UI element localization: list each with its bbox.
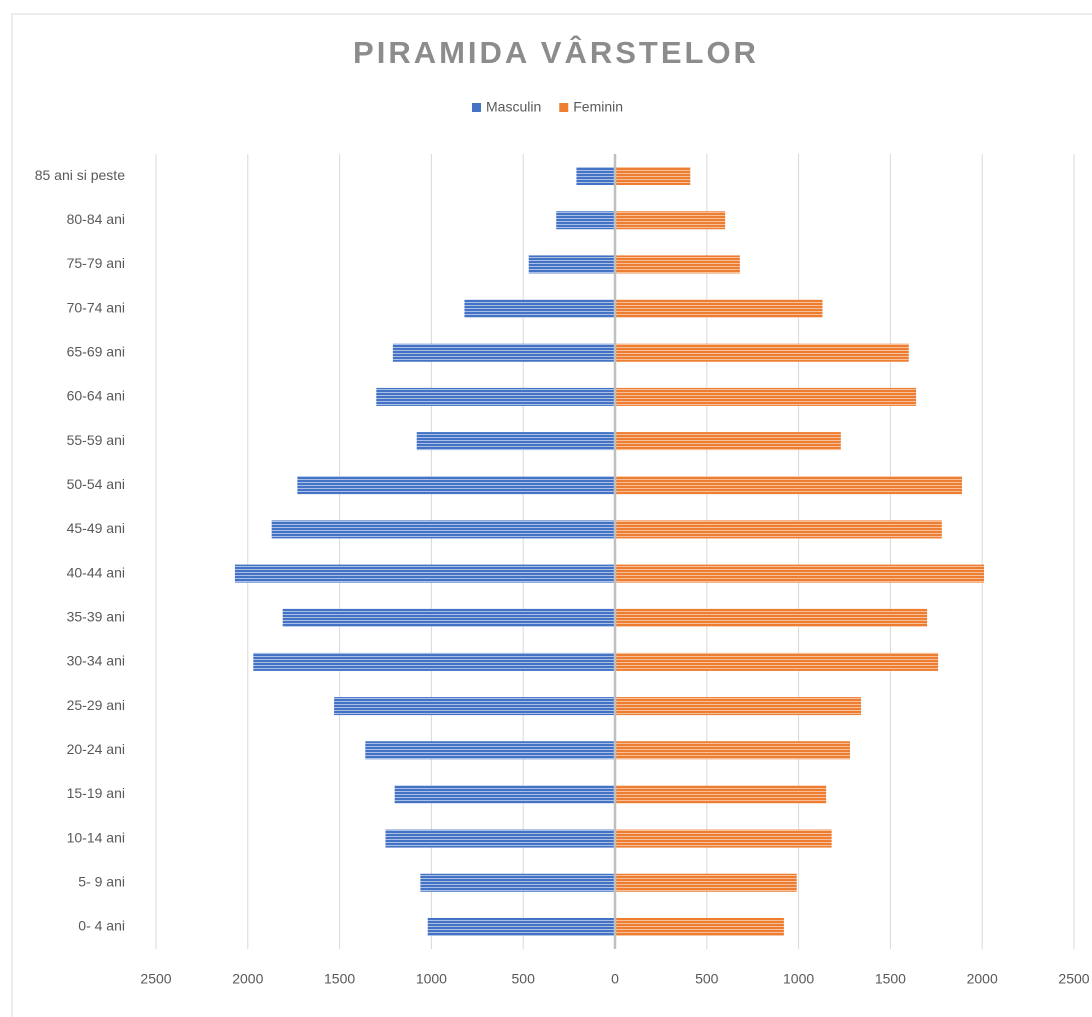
- bar: [528, 255, 615, 274]
- bar: [615, 652, 939, 671]
- bar: [394, 785, 615, 804]
- y-tick-label: 80-84 ani: [67, 211, 125, 227]
- bar: [253, 652, 616, 671]
- x-tick-label: 2000: [967, 971, 998, 987]
- y-tick-label: 15-19 ani: [67, 785, 125, 801]
- bar: [556, 211, 615, 230]
- bar: [376, 387, 615, 406]
- x-tick-label: 0: [611, 971, 619, 987]
- x-tick-label: 1500: [324, 971, 355, 987]
- bar: [416, 432, 615, 451]
- bar: [365, 741, 615, 760]
- y-tick-label: 45-49 ani: [67, 520, 125, 536]
- bar: [615, 299, 823, 318]
- bar: [615, 343, 909, 362]
- bar: [615, 608, 928, 627]
- y-tick-label: 65-69 ani: [67, 343, 125, 359]
- legend-swatch: [559, 103, 569, 112]
- bar: [271, 520, 615, 539]
- bar: [385, 829, 615, 848]
- bar: [615, 476, 963, 495]
- y-tick-label: 85 ani si peste: [35, 167, 125, 183]
- y-tick-label: 30-34 ani: [67, 653, 125, 669]
- bar: [464, 299, 615, 318]
- bar: [615, 387, 917, 406]
- bar: [427, 917, 615, 936]
- bar: [297, 476, 615, 495]
- bar: [615, 432, 841, 451]
- chart-frame: [11, 13, 1092, 1017]
- y-tick-label: 60-64 ani: [67, 388, 125, 404]
- y-tick-label: 25-29 ani: [67, 697, 125, 713]
- legend-label: Masculin: [486, 99, 541, 115]
- x-tick-label: 500: [695, 971, 719, 987]
- bar: [282, 608, 615, 627]
- x-tick-label: 1000: [416, 971, 447, 987]
- x-tick-label: 1000: [783, 971, 814, 987]
- bar: [334, 697, 615, 716]
- chart-title: PIRAMIDA VÂRSTELOR: [353, 34, 759, 70]
- bar: [615, 829, 832, 848]
- y-tick-label: 10-14 ani: [67, 829, 125, 845]
- bar: [420, 873, 615, 892]
- y-tick-label: 75-79 ani: [67, 255, 125, 271]
- bar: [615, 211, 726, 230]
- y-tick-label: 50-54 ani: [67, 476, 125, 492]
- x-tick-label: 500: [512, 971, 536, 987]
- bar: [615, 520, 942, 539]
- x-tick-label: 2500: [140, 971, 171, 987]
- bar: [615, 917, 784, 936]
- bar: [615, 697, 862, 716]
- y-tick-label: 55-59 ani: [67, 432, 125, 448]
- bar: [615, 741, 851, 760]
- bar: [615, 873, 797, 892]
- bar: [234, 564, 615, 583]
- bar: [392, 343, 615, 362]
- y-tick-label: 5- 9 ani: [78, 873, 125, 889]
- y-tick-label: 0- 4 ani: [78, 918, 125, 934]
- y-tick-label: 35-39 ani: [67, 608, 125, 624]
- bar: [615, 167, 691, 186]
- bar: [615, 564, 985, 583]
- x-tick-label: 2500: [1058, 971, 1089, 987]
- bar: [615, 255, 740, 274]
- y-tick-label: 20-24 ani: [67, 741, 125, 757]
- x-tick-label: 1500: [875, 971, 906, 987]
- legend-label: Feminin: [573, 99, 623, 115]
- bar: [615, 785, 827, 804]
- y-tick-label: 70-74 ani: [67, 299, 125, 315]
- y-tick-label: 40-44 ani: [67, 564, 125, 580]
- bar: [576, 167, 615, 186]
- legend-swatch: [472, 103, 481, 112]
- x-tick-label: 2000: [232, 971, 263, 987]
